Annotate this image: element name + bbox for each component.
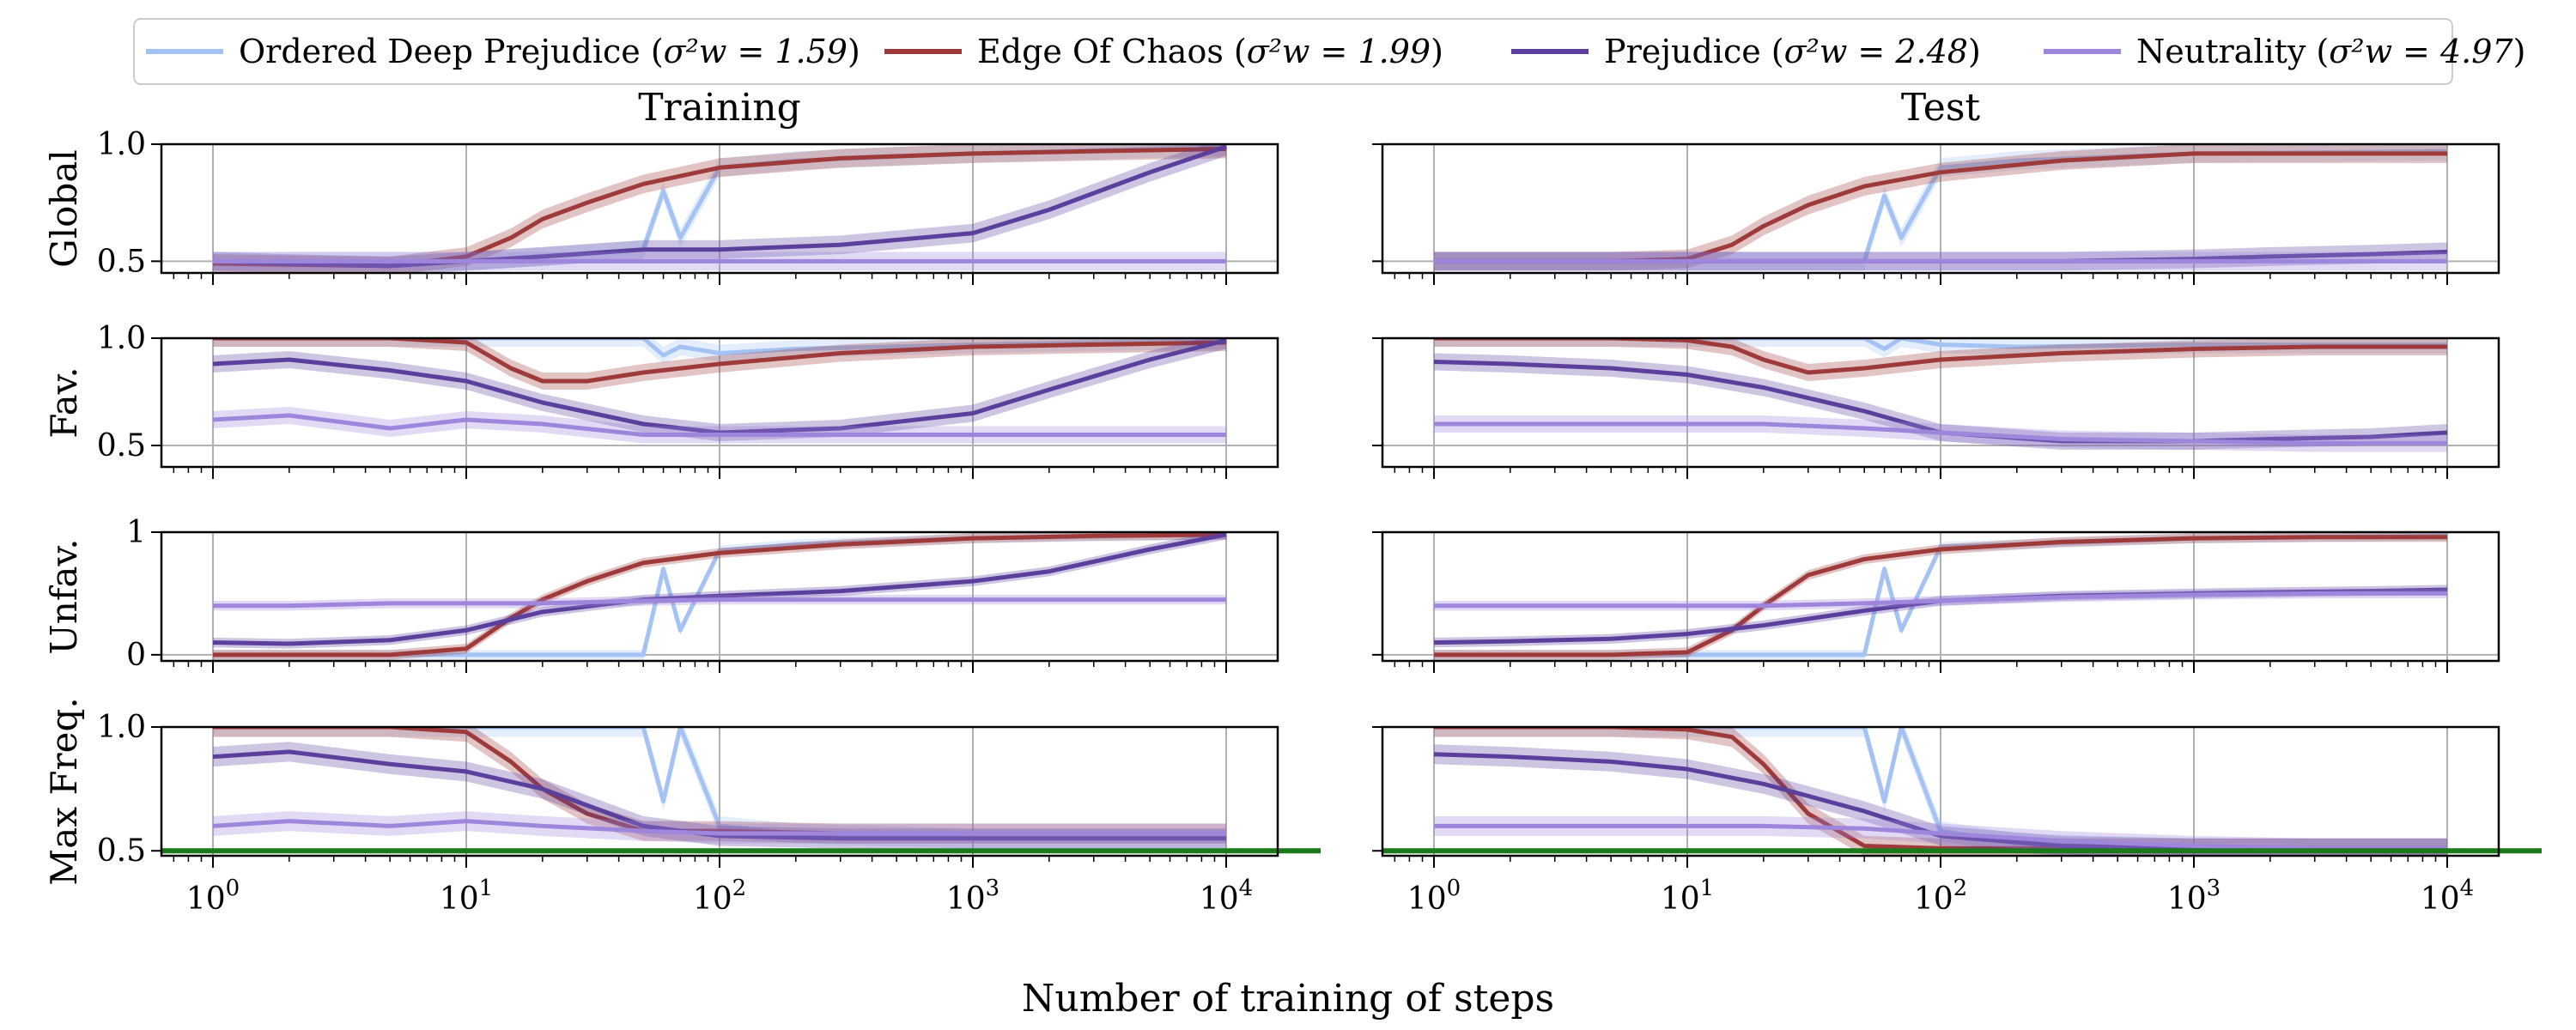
series-group (1433, 338, 2448, 452)
legend: Ordered Deep Prejudice (σ²w = 1.59) Edge … (133, 18, 2525, 85)
panel-training-unfav: 10 (126, 515, 1279, 673)
x-tick-label: 101 (440, 876, 493, 917)
y-tick-label: 1 (126, 515, 146, 550)
band-prejudice (213, 742, 1226, 849)
line-ordered-deep-prejudice (213, 338, 1227, 358)
band-edge-of-chaos (1434, 727, 2447, 856)
series-group (1433, 532, 2448, 660)
line-neutrality (212, 819, 1226, 836)
panel-test-max-freq: 100 101 102 103 104 (1372, 725, 2542, 917)
column-title-training: Training (638, 86, 801, 130)
series-group (212, 144, 1227, 273)
line-neutrality (1434, 823, 2447, 851)
series-group (1434, 144, 2448, 271)
band-prejudice (213, 144, 1226, 273)
x-tick-label: 100 (1407, 876, 1461, 917)
legend-label-neutrality: Neutrality (σ²w = 4.97) (2136, 33, 2525, 70)
x-tick-label: 103 (2167, 876, 2221, 917)
line-edge-of-chaos (213, 338, 1227, 384)
series-group (212, 727, 1226, 849)
line-ordered-deep-prejudice (1434, 338, 2447, 351)
panel-training-global: 1.0 0.5 (97, 127, 1279, 285)
row-label-max-freq: Max Freq. (43, 697, 85, 885)
x-tick-label: 104 (1200, 876, 1253, 917)
line-edge-of-chaos (1434, 535, 2447, 657)
band-prejudice (1434, 744, 2447, 856)
row-label-unfav: Unfav. (43, 538, 85, 654)
panels: Training Test Global 1.0 0.5 Fav. 1.0 0.5 Unfav.… (43, 86, 2542, 917)
series-group (212, 338, 1227, 444)
x-tick-label: 102 (693, 876, 746, 917)
x-tick-label: 102 (1914, 876, 1967, 917)
y-tick-label: 0.5 (97, 833, 146, 869)
line-edge-of-chaos (213, 532, 1227, 657)
line-neutrality (212, 413, 1226, 437)
row-label-fav: Fav. (43, 367, 85, 438)
line-prejudice (212, 338, 1227, 435)
legend-frame (133, 18, 2453, 85)
band-edge-of-chaos (213, 532, 1226, 660)
y-tick-label: 1.0 (97, 321, 146, 356)
line-neutrality (213, 597, 1226, 609)
y-tick-label: 0.5 (97, 244, 146, 279)
x-tick-label: 100 (186, 876, 240, 917)
line-neutrality (1434, 591, 2447, 609)
y-tick-label: 1.0 (97, 127, 146, 162)
legend-label-prejudice: Prejudice (σ²w = 2.48) (1604, 33, 1981, 70)
line-edge-of-chaos (1434, 338, 2447, 375)
legend-label-edge-of-chaos: Edge Of Chaos (σ²w = 1.99) (977, 33, 1443, 70)
panel-training-fav: 1.0 0.5 (97, 321, 1279, 479)
band-prejudice (1434, 242, 2447, 271)
x-tick-label: 104 (2421, 876, 2474, 917)
y-tick-label: 0.5 (97, 428, 146, 464)
row-label-global: Global (43, 149, 85, 268)
line-prejudice (212, 532, 1227, 646)
line-edge-of-chaos (212, 146, 1227, 269)
x-tick-label: 103 (946, 876, 999, 917)
x-tick-label: 101 (1661, 876, 1714, 917)
series-group (212, 532, 1227, 660)
panel-test-global (1372, 142, 2500, 285)
band-prejudice (1434, 353, 2447, 450)
line-prejudice (1433, 360, 2448, 444)
panel-test-unfav (1372, 530, 2500, 673)
column-title-test: Test (1901, 86, 1981, 130)
y-tick-label: 0 (126, 638, 146, 673)
panel-training-max-freq: 1.0 0.5 100 101 102 103 104 (97, 710, 1321, 917)
y-tick-label: 1.0 (97, 710, 146, 745)
line-prejudice (212, 144, 1227, 269)
legend-label-ordered-deep-prejudice: Ordered Deep Prejudice (σ²w = 1.59) (239, 33, 860, 70)
line-neutrality (1434, 421, 2447, 445)
panel-test-fav (1372, 336, 2500, 479)
band-edge-of-chaos (1434, 144, 2447, 271)
x-axis-label: Number of training of steps (1022, 977, 1554, 1021)
